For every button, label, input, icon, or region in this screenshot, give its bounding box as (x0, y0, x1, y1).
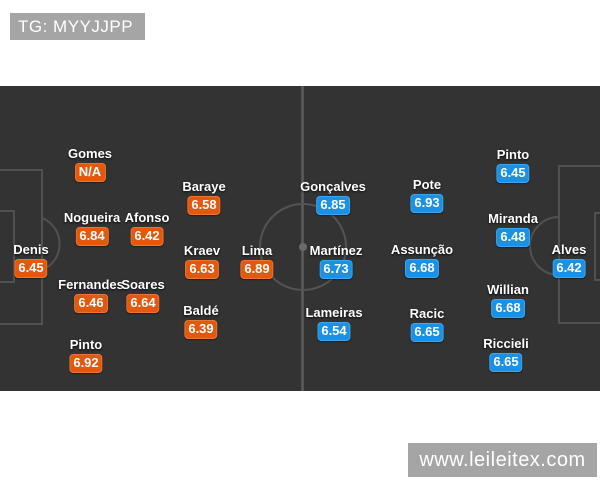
player-name: Gomes (67, 146, 113, 161)
player-name: Soares (121, 277, 165, 292)
player-name: Martínez (309, 243, 363, 258)
player-home-denis[interactable]: Denis 6.45 (13, 242, 49, 278)
left-penalty-arc (41, 217, 61, 271)
player-home-afonso[interactable]: Afonso 6.42 (124, 210, 170, 246)
player-name: Gonçalves (300, 179, 366, 194)
player-name: Afonso (124, 210, 170, 225)
rating-badge: 6.63 (185, 260, 219, 279)
right-goal-area (594, 212, 600, 281)
player-home-lima[interactable]: Lima 6.89 (240, 243, 274, 279)
player-name: Lima (241, 243, 273, 258)
rating-badge: 6.39 (184, 320, 218, 339)
rating-badge: 6.92 (69, 354, 103, 373)
player-away-riccieli[interactable]: Riccieli 6.65 (483, 336, 529, 372)
rating-badge: 6.54 (317, 322, 351, 341)
player-home-baraye[interactable]: Baraye 6.58 (182, 179, 226, 215)
player-name: Baldé (183, 303, 219, 318)
player-name: Pinto (496, 147, 530, 162)
player-home-balde[interactable]: Baldé 6.39 (183, 303, 219, 339)
player-away-lameiras[interactable]: Lameiras 6.54 (305, 305, 363, 341)
rating-badge: 6.42 (552, 259, 586, 278)
center-circle (259, 203, 347, 291)
player-away-racic[interactable]: Racic 6.65 (409, 306, 445, 342)
player-away-goncalves[interactable]: Gonçalves 6.85 (300, 179, 366, 215)
player-away-assuncao[interactable]: Assunção 6.68 (391, 242, 453, 278)
player-name: Pote (412, 177, 442, 192)
rating-badge: 6.46 (74, 294, 108, 313)
player-name: Denis (13, 242, 49, 257)
player-name: Willian (487, 282, 529, 297)
rating-badge: 6.64 (126, 294, 160, 313)
player-away-martinez[interactable]: Martínez 6.73 (309, 243, 363, 279)
rating-badge: 6.73 (319, 260, 353, 279)
player-name: Fernandes (58, 277, 124, 292)
tag-label: TG: MYYJJPP (10, 13, 146, 40)
rating-badge: 6.58 (187, 196, 221, 215)
rating-badge: 6.65 (489, 353, 523, 372)
rating-badge: 6.68 (405, 259, 439, 278)
player-name: Miranda (488, 211, 538, 226)
player-name: Assunção (390, 242, 454, 257)
site-watermark: www.leileitex.com (408, 443, 597, 477)
rating-badge: N/A (74, 163, 106, 182)
player-name: Riccieli (483, 336, 529, 351)
player-home-kraev[interactable]: Kraev 6.63 (184, 243, 220, 279)
rating-badge: 6.42 (130, 227, 164, 246)
rating-badge: 6.45 (14, 259, 48, 278)
player-away-alves[interactable]: Alves 6.42 (551, 242, 587, 278)
right-penalty-area (558, 165, 600, 324)
player-name: Kraev (183, 243, 221, 258)
player-away-pote[interactable]: Pote 6.93 (410, 177, 444, 213)
player-name: Lameiras (305, 305, 363, 320)
rating-badge: 6.65 (410, 323, 444, 342)
left-penalty-area (0, 169, 43, 325)
player-name: Baraye (182, 179, 226, 194)
rating-badge: 6.89 (240, 260, 274, 279)
rating-badge: 6.85 (316, 196, 350, 215)
right-penalty-arc (529, 216, 560, 276)
rating-badge: 6.93 (410, 194, 444, 213)
rating-badge: 6.68 (491, 299, 525, 318)
player-name: Nogueira (63, 210, 121, 225)
center-spot (299, 243, 307, 251)
rating-badge: 6.48 (496, 228, 530, 247)
player-home-pinto[interactable]: Pinto 6.92 (69, 337, 103, 373)
left-goal-area (0, 210, 15, 283)
player-home-nogueira[interactable]: Nogueira 6.84 (64, 210, 120, 246)
player-home-gomes[interactable]: Gomes N/A (68, 146, 112, 182)
player-home-fernandes[interactable]: Fernandes 6.46 (58, 277, 124, 313)
rating-badge: 6.45 (496, 164, 530, 183)
player-name: Pinto (69, 337, 103, 352)
player-away-pinto[interactable]: Pinto 6.45 (496, 147, 530, 183)
player-away-miranda[interactable]: Miranda 6.48 (488, 211, 538, 247)
player-name: Racic (409, 306, 445, 321)
player-name: Alves (551, 242, 587, 257)
player-away-willian[interactable]: Willian 6.68 (487, 282, 529, 318)
rating-badge: 6.84 (75, 227, 109, 246)
player-home-soares[interactable]: Soares 6.64 (121, 277, 165, 313)
